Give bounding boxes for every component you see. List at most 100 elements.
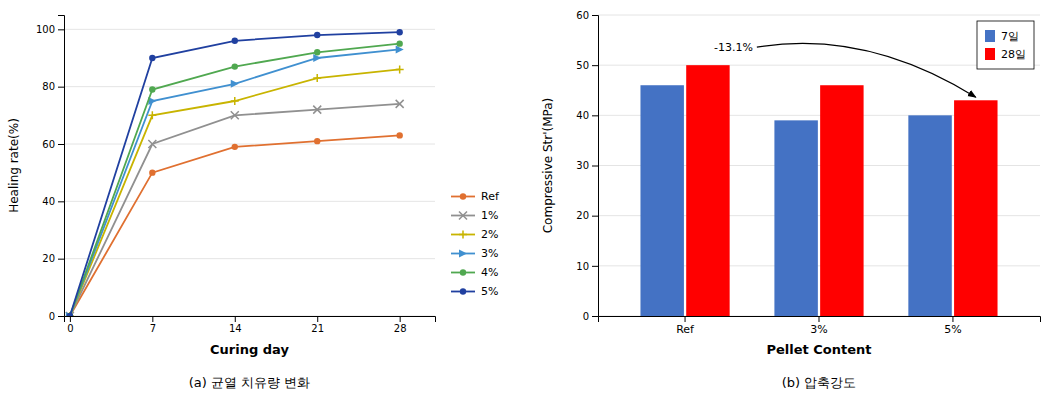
bar [774,120,817,316]
point [396,132,402,138]
tick-mark [592,316,598,317]
tick: 21 [311,316,324,334]
point [232,63,238,69]
tick-mark [592,166,598,167]
plot: 020406080100Healing rate(%)Curing day(a)… [7,16,500,391]
axis-line [65,317,436,323]
tick-mark [592,15,598,16]
tick: 60 [576,10,598,21]
tick-mark [592,65,598,66]
tick-label: 60 [576,10,589,21]
tick: 40 [576,110,598,121]
legend-swatch [459,212,467,220]
legend-swatch [460,193,466,199]
tick: 20 [576,210,598,221]
axis-line [592,16,599,317]
tick-label: 21 [311,323,324,334]
tick-mark [592,115,598,116]
chart-title: (b) 압축강도 [782,375,857,390]
legend-item: 1% [451,209,498,222]
tick-label: 0 [49,311,55,322]
legend-label: 2% [481,228,498,241]
point [396,40,402,46]
legend-frame [977,21,1034,69]
grid-line [64,144,435,145]
tick: 3% [810,316,827,336]
tick-label: 20 [576,210,589,221]
tick-label: 20 [42,253,55,264]
plot: 0 10 20 30 40 50 60 Compressive Str'(MPa) Pellet… [541,10,1041,390]
tick: 50 [576,60,598,71]
panel: 0 10 20 30 40 50 60 Compressive Str'(MPa) Pellet… [541,10,1041,390]
tick-label: 7 [150,323,156,334]
grid-line [64,86,435,87]
tick: 0 [583,311,598,322]
tick-label: 30 [576,160,589,171]
point [231,80,239,88]
tick-mark [58,87,64,88]
series-line [70,69,400,316]
point [66,312,74,316]
tick: 7 [150,316,156,334]
series-line [70,32,400,316]
series-line [70,44,400,316]
series-line [70,104,400,316]
legend-swatch [459,250,467,258]
bar [640,85,683,316]
bar [820,85,863,316]
tick-label: 40 [576,110,589,121]
tick-label: 0 [583,311,589,322]
x-axis-title: Curing day [210,342,289,357]
legend-label: 28일 [1001,48,1026,61]
grid [598,15,1040,316]
marks [640,65,997,316]
grid-line [64,201,435,202]
legend: Ref1%2%3%4%5% [451,190,500,298]
chart-title: (a) 균열 치유량 변화 [189,375,311,390]
marks [66,29,404,316]
tick: 10 [576,261,598,272]
y-axis: 020406080100 [36,16,65,322]
x-axis: Ref 3% 5% [599,316,1041,336]
legend-item: 4% [451,266,498,279]
tick-mark [317,316,318,322]
y-axis-title: Healing rate(%) [7,118,21,213]
tick-mark [819,316,820,322]
legend-item: 2% [451,228,498,241]
legend-swatch [985,48,995,60]
point [148,111,156,119]
tick: 5% [944,316,961,336]
tick-label: Ref [676,323,695,336]
bar [954,100,997,316]
legend-swatch [460,269,466,275]
annotation: -13.1% [714,41,753,54]
point [314,49,320,55]
tick: 40 [42,196,64,207]
tick-mark [70,316,71,322]
tick-label: 100 [36,24,55,35]
point [149,55,155,61]
tick-mark [58,201,64,202]
tick-label: 5% [944,323,961,336]
x-axis-title: Pellet Content [766,342,871,357]
tick: 20 [42,253,64,264]
grid-line [598,65,1040,66]
point [67,313,73,316]
point [148,140,156,148]
tick-label: 50 [576,60,589,71]
point [396,29,402,35]
point [66,312,74,316]
tick-label: 80 [42,81,55,92]
tick-label: 0 [67,323,73,334]
point [313,106,321,114]
y-axis: 0 10 20 30 40 50 60 [576,10,598,322]
tick-mark [58,29,64,30]
point [67,313,73,316]
tick: 80 [42,81,64,92]
tick-mark [685,316,686,322]
y-axis-title: Compressive Str'(MPa) [541,98,555,234]
chart-svg: 020406080100Healing rate(%)Curing day(a)… [0,0,1060,401]
point [313,74,321,82]
legend-item: Ref [451,190,500,203]
axis-line [599,317,1041,323]
